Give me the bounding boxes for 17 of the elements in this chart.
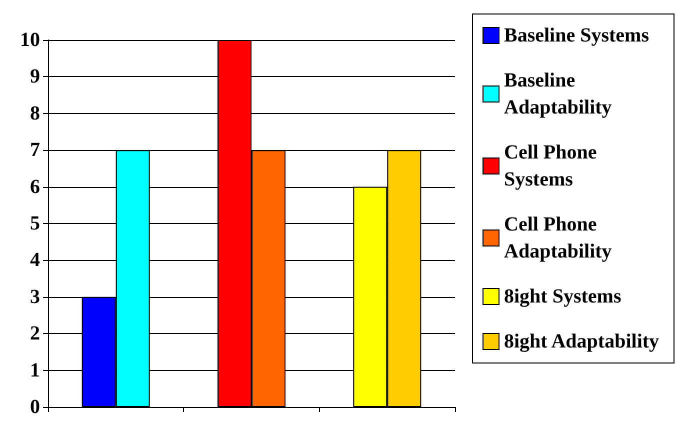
y-tick-label: 5 <box>30 212 40 234</box>
legend-label: 8ight Systems <box>504 286 622 308</box>
legend-label: Baseline Adaptability <box>504 70 612 118</box>
y-tick-label: 2 <box>30 322 40 345</box>
y-tick-label: 8 <box>30 102 40 124</box>
legend-label: 8ight Adaptability <box>504 330 660 352</box>
y-tick-label: 4 <box>30 249 40 272</box>
legend-label: Baseline Systems <box>504 24 650 46</box>
legend-label: Cell Phone Systems <box>504 142 602 190</box>
y-tick-label: 6 <box>30 176 40 198</box>
y-tick-label: 3 <box>30 286 40 308</box>
y-tick-label: 0 <box>30 396 40 418</box>
y-tick-label: 7 <box>30 139 40 162</box>
y-tick-label: 9 <box>30 66 40 88</box>
legend-label: Cell Phone Adaptability <box>504 214 612 262</box>
y-tick-label: 10 <box>20 29 40 51</box>
y-tick-label: 1 <box>30 359 40 382</box>
